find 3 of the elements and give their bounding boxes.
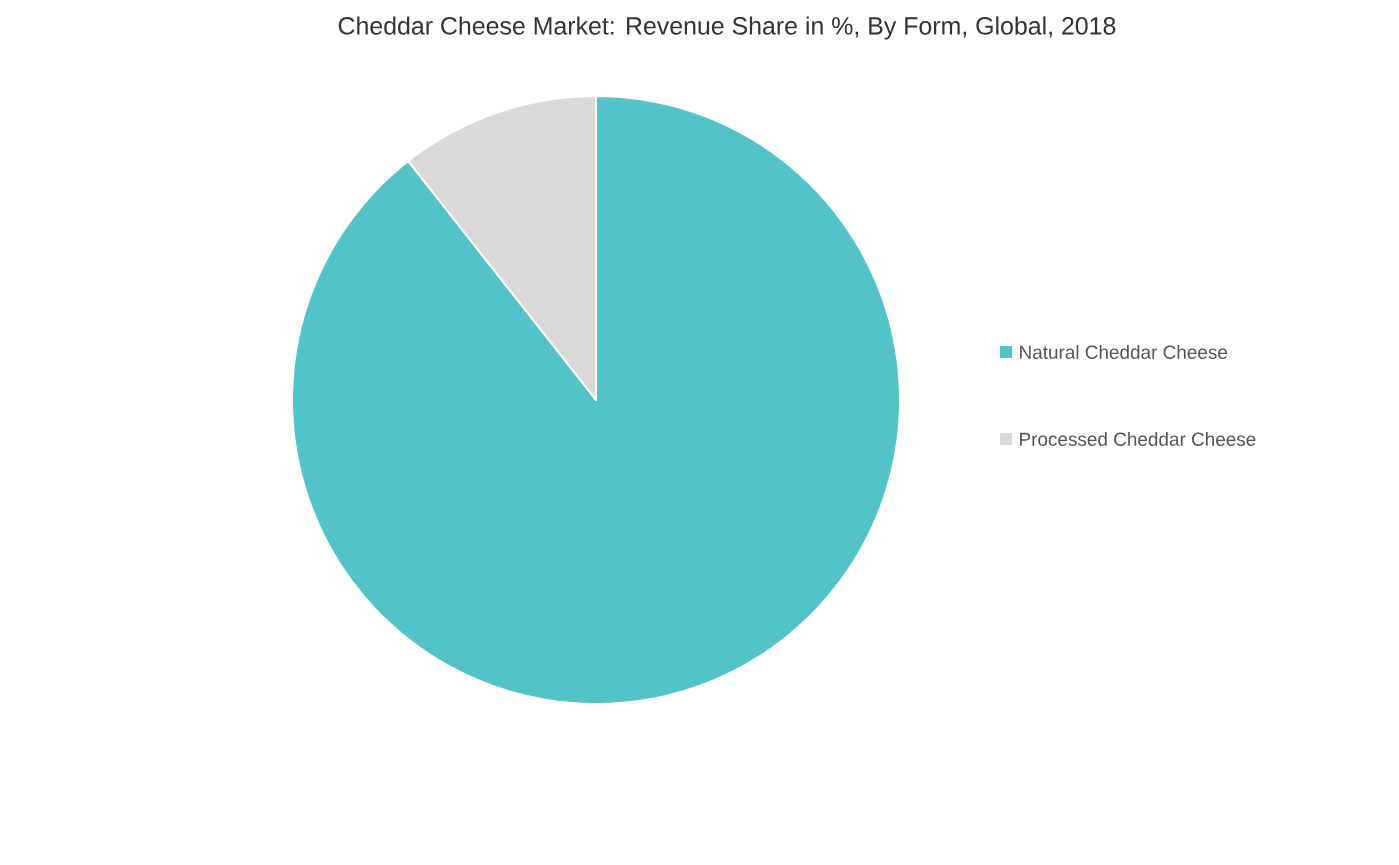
legend-label: Processed Cheddar Cheese — [1020, 432, 1256, 446]
legend-label: Natural Cheddar Cheese — [1020, 345, 1228, 359]
chart-title: Cheddar Cheese Market: Revenue Share in %, By Form, Global, 2018 — [338, 16, 1116, 40]
